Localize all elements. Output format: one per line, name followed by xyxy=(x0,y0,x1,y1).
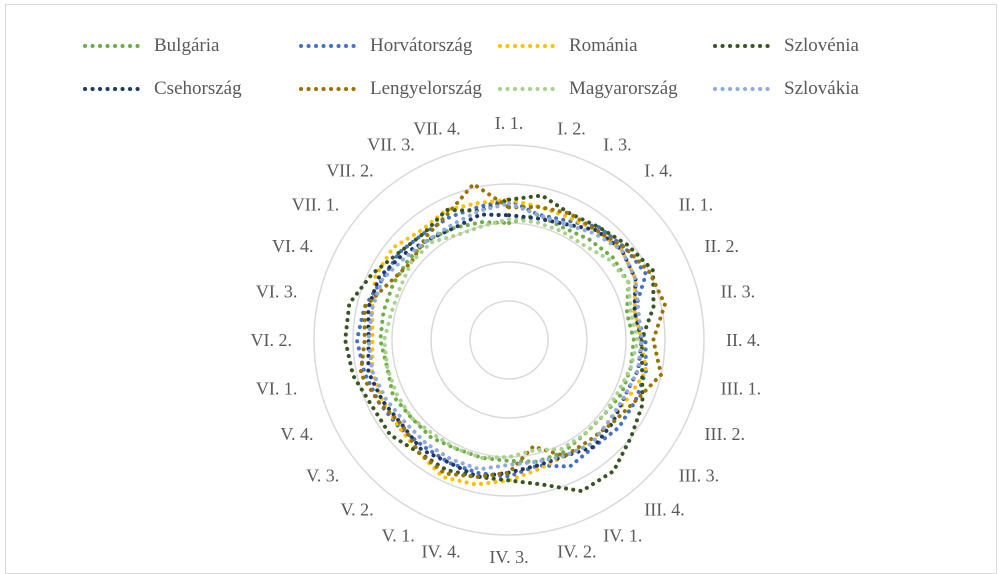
series-line-6 xyxy=(358,182,667,479)
grid-ring xyxy=(313,144,705,536)
axis-label-10: III. 2. xyxy=(705,424,745,444)
axis-label-16: IV. 4. xyxy=(422,542,461,562)
legend-item-6: Lengyelország xyxy=(298,78,482,100)
axis-label-14: IV. 2. xyxy=(557,542,596,562)
axis-label-13: IV. 1. xyxy=(603,526,642,546)
axis-label-24: VI. 4. xyxy=(272,236,314,256)
axis-label-18: V. 2. xyxy=(341,500,374,520)
legend-item-7: Magyarország xyxy=(497,78,678,100)
axis-label-7: II. 3. xyxy=(721,282,756,302)
legend-label: Szlovénia xyxy=(784,35,859,56)
axis-label-22: VI. 2. xyxy=(251,330,293,350)
legend-label: Románia xyxy=(569,35,638,56)
axis-label-6: II. 2. xyxy=(705,236,740,256)
legend-swatch xyxy=(83,44,147,48)
legend-swatch xyxy=(713,87,777,91)
grid-ring xyxy=(352,183,666,497)
axis-label-9: III. 1. xyxy=(721,378,761,398)
axis-label-5: II. 1. xyxy=(679,195,714,215)
chart-legend: Bulgária Horvátország Románia Szlovénia Cseh… xyxy=(0,0,999,120)
axis-label-8: II. 4. xyxy=(726,330,761,350)
legend-swatch xyxy=(299,87,363,91)
axis-label-28: VII. 4. xyxy=(413,118,461,138)
axis-label-17: V. 1. xyxy=(382,526,415,546)
axis-label-19: V. 3. xyxy=(306,465,339,485)
series-line-5 xyxy=(366,212,644,479)
legend-swatch xyxy=(299,44,363,48)
legend-label: Lengyelország xyxy=(370,78,482,99)
grid-ring xyxy=(430,261,588,419)
axis-label-15: IV. 3. xyxy=(489,547,528,564)
axis-label-4: I. 4. xyxy=(644,160,673,180)
legend-label: Csehország xyxy=(154,78,242,99)
legend-label: Magyarország xyxy=(569,78,678,99)
legend-item-1: Bulgária xyxy=(82,35,219,57)
axis-label-27: VII. 3. xyxy=(367,135,415,155)
axis-label-12: III. 4. xyxy=(644,500,684,520)
axis-label-20: V. 4. xyxy=(280,424,313,444)
legend-item-5: Csehország xyxy=(82,78,242,100)
legend-label: Horvátország xyxy=(370,35,473,56)
axis-label-21: VI. 1. xyxy=(256,378,298,398)
legend-item-3: Románia xyxy=(497,35,638,57)
axis-label-2: I. 2. xyxy=(557,118,586,138)
legend-item-8: Szlovákia xyxy=(712,78,859,100)
axis-label-23: VI. 3. xyxy=(256,282,298,302)
axis-label-1: I. 1. xyxy=(495,113,524,133)
legend-swatch xyxy=(498,87,562,91)
legend-item-2: Horvátország xyxy=(298,35,472,57)
series-line-4 xyxy=(343,193,656,494)
axis-label-11: III. 3. xyxy=(679,465,719,485)
series-line-7 xyxy=(382,217,640,460)
legend-swatch xyxy=(83,87,147,91)
axis-label-26: VII. 2. xyxy=(326,160,374,180)
series-line-2 xyxy=(354,197,648,479)
grid-ring xyxy=(469,300,549,380)
legend-item-4: Szlovénia xyxy=(712,35,859,57)
axis-label-3: I. 3. xyxy=(603,135,632,155)
legend-label: Bulgária xyxy=(154,35,220,56)
axis-label-25: VII. 1. xyxy=(292,195,340,215)
legend-swatch xyxy=(713,44,777,48)
grid-ring xyxy=(391,222,627,458)
legend-swatch xyxy=(498,44,562,48)
legend-label: Szlovákia xyxy=(784,78,859,99)
